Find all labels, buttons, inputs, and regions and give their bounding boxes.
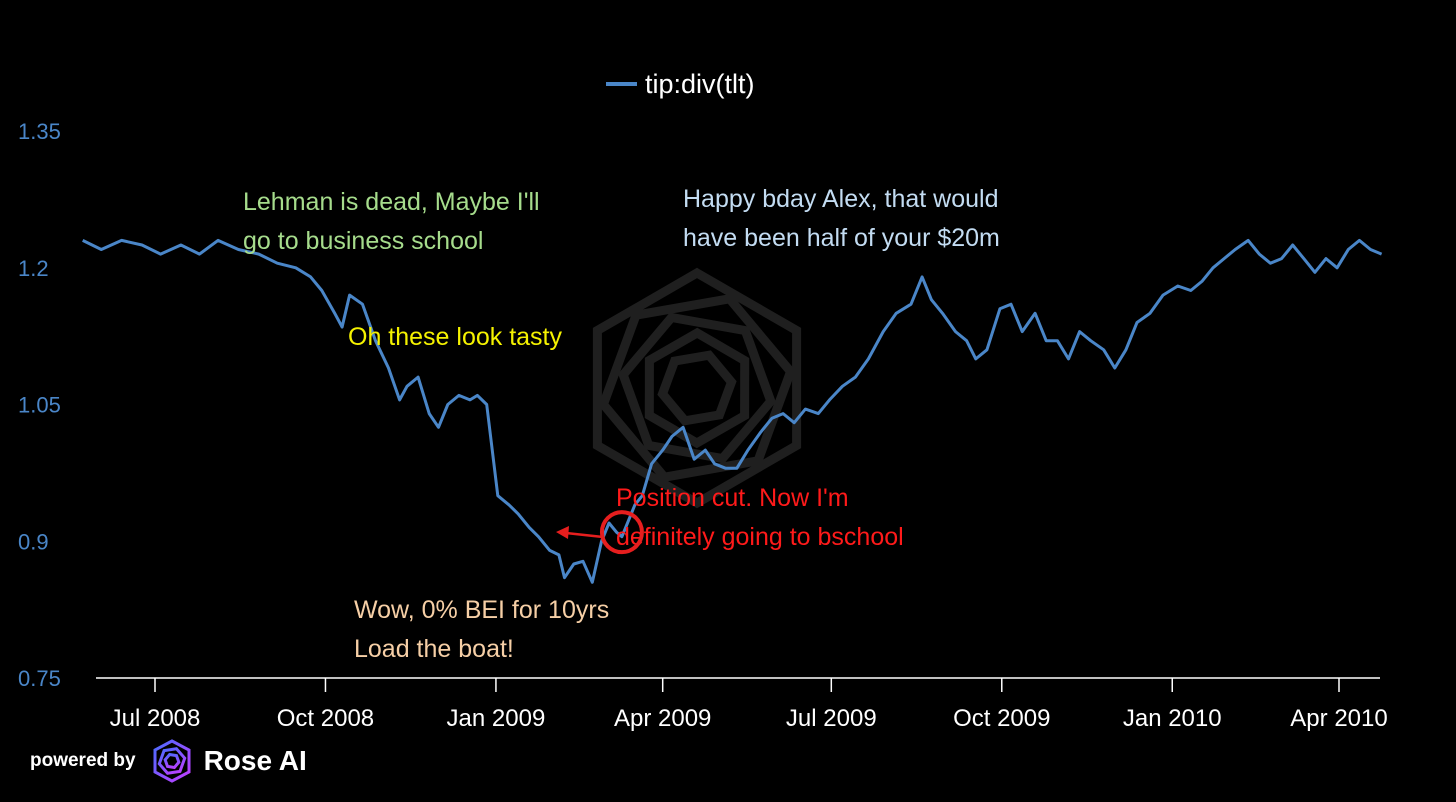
annotation: Position cut. Now I'm definitely going to… [616, 484, 904, 551]
series-line [82, 238, 1383, 584]
watermark-ring [618, 312, 776, 464]
rose-ai-watermark-icon [592, 267, 802, 509]
annotations: Lehman is dead, Maybe I'll go to business… [243, 185, 1000, 663]
x-axis: Jul 2008 Oct 2008 Jan 2009 Apr 2009 Jul 2009… [96, 677, 1388, 732]
x-tick-label: Jul 2009 [786, 705, 877, 732]
y-tick-label: 0.75 [18, 666, 61, 691]
y-tick-label: 1.05 [18, 393, 61, 418]
annotation-line: have been half of your $20m [683, 224, 1000, 252]
annotation-line: definitely going to bschool [616, 523, 904, 551]
annotation: Lehman is dead, Maybe I'll go to business… [243, 188, 540, 255]
x-tick-label: Jan 2009 [447, 705, 546, 732]
annotation: Oh these look tasty [348, 323, 563, 351]
watermark-ring [592, 267, 802, 509]
annotation-line: Lehman is dead, Maybe I'll [243, 188, 540, 216]
annotation-line: Load the boat! [354, 635, 514, 663]
y-tick-label: 0.9 [18, 529, 49, 554]
footer: powered by Rose AI [30, 736, 307, 786]
y-axis: 1.35 1.2 1.05 0.9 0.75 [18, 119, 61, 691]
annotation-line: Happy bday Alex, that would [683, 185, 998, 213]
annotation-line: go to business school [243, 227, 483, 255]
x-tick-label: Apr 2010 [1290, 705, 1387, 732]
arrow-shaft [565, 531, 604, 539]
watermark-ring [598, 293, 796, 483]
legend-label: tip:div(tlt) [645, 69, 755, 99]
highlight-circle [599, 510, 644, 555]
x-tick-label: Jul 2008 [110, 705, 201, 732]
x-tick-label: Apr 2009 [614, 705, 711, 732]
arrow-head [556, 526, 569, 539]
annotation-line: Position cut. Now I'm [616, 484, 849, 512]
annotation: Wow, 0% BEI for 10yrs Load the boat! [354, 596, 609, 663]
powered-by-label: powered by [30, 750, 136, 771]
series-group [82, 238, 1383, 584]
annotation-line: Oh these look tasty [348, 323, 563, 351]
highlight-marker [556, 510, 644, 555]
y-tick-label: 1.35 [18, 119, 61, 144]
rose-ai-logo-icon [153, 739, 191, 783]
x-tick-label: Jan 2010 [1123, 705, 1222, 732]
x-tick-label: Oct 2008 [277, 705, 374, 732]
annotation-line: Wow, 0% BEI for 10yrs [354, 596, 609, 624]
legend: tip:div(tlt) [606, 69, 755, 99]
watermark-ring [644, 327, 750, 449]
brand-name: Rose AI [203, 745, 307, 776]
x-tick-label: Oct 2009 [953, 705, 1050, 732]
watermark-ring [657, 350, 737, 426]
y-tick-label: 1.2 [18, 256, 49, 281]
annotation: Happy bday Alex, that would have been hal… [683, 185, 1000, 252]
